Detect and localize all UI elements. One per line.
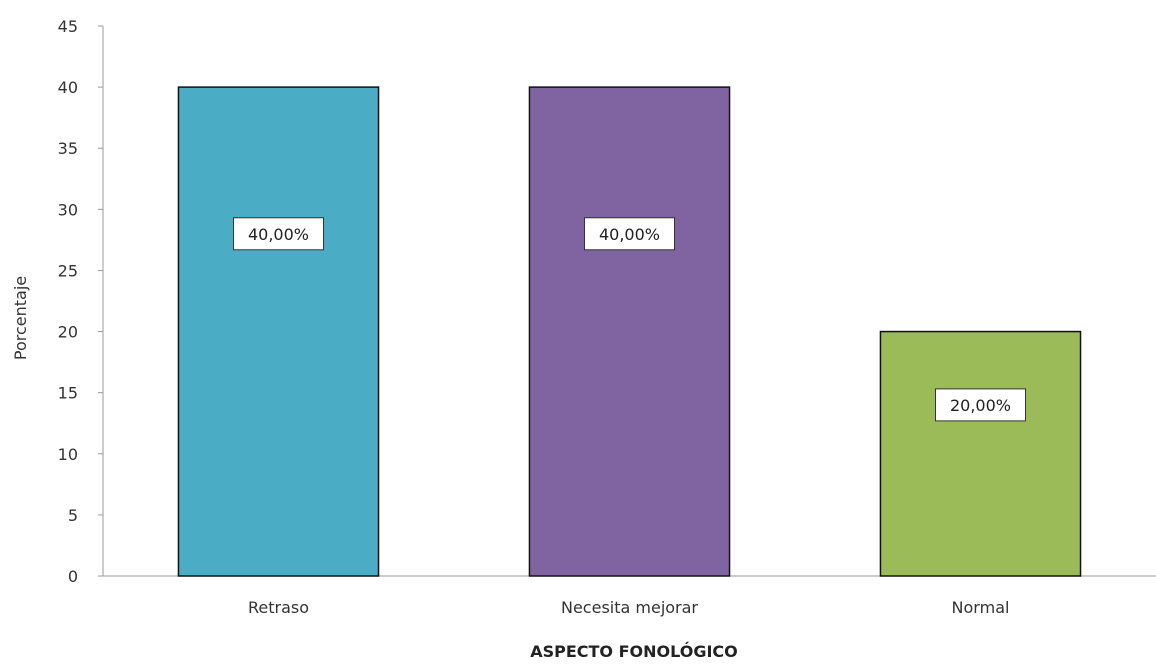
data-labels: 40,00% 40,00% 20,00% — [233, 217, 1026, 422]
y-tick-label: 45 — [58, 17, 78, 36]
bar-retraso — [177, 86, 380, 577]
bars — [177, 86, 1082, 577]
category-labels: Retraso Necesita mejorar Normal — [248, 598, 1009, 617]
y-tick-label: 25 — [58, 261, 78, 280]
data-label: 40,00% — [599, 225, 660, 244]
data-label-box — [584, 217, 675, 251]
y-tick-label: 35 — [58, 139, 78, 158]
y-axis: 0 5 10 15 20 25 30 35 40 45 — [58, 17, 104, 586]
x-axis-label: ASPECTO FONOLÓGICO — [530, 642, 738, 661]
y-tick-label: 20 — [58, 323, 78, 342]
data-label-box — [233, 217, 324, 251]
y-tick-label: 15 — [58, 384, 78, 403]
x-tick-label: Retraso — [248, 598, 309, 617]
y-tick-label: 10 — [58, 445, 78, 464]
x-tick-label: Necesita mejorar — [561, 598, 698, 617]
bar-normal — [879, 330, 1082, 577]
x-tick-label: Normal — [952, 598, 1010, 617]
data-label: 40,00% — [248, 225, 309, 244]
data-label-box — [935, 388, 1026, 422]
bar-necesita-mejorar — [528, 86, 731, 577]
y-tick-label: 0 — [68, 567, 78, 586]
y-tick-label: 5 — [68, 506, 78, 525]
y-axis-label: Porcentaje — [11, 276, 30, 360]
y-tick-label: 40 — [58, 78, 78, 97]
y-tick-label: 30 — [58, 200, 78, 219]
data-label: 20,00% — [950, 396, 1011, 415]
